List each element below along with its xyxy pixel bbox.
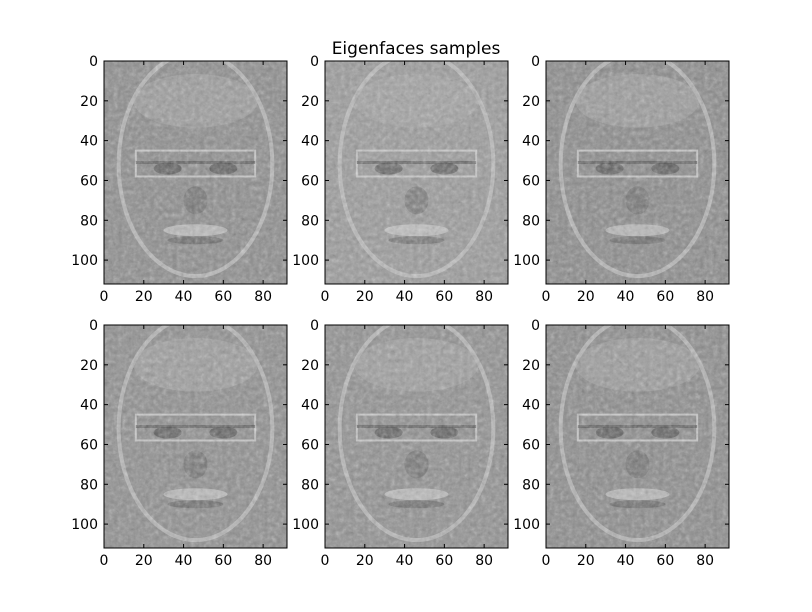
y-tick-label: 20 [522, 94, 540, 110]
y-tick-label: 100 [513, 517, 540, 533]
x-tick-label: 20 [577, 553, 595, 569]
x-tick-label: 40 [617, 289, 635, 305]
y-tick-label: 80 [522, 477, 540, 493]
eigenface-image [546, 325, 729, 548]
x-tick-label: 0 [321, 289, 330, 305]
axes-frame [103, 324, 288, 549]
eigenface-image [325, 325, 508, 548]
y-tick-label: 80 [301, 477, 319, 493]
y-tick-label: 0 [531, 54, 540, 70]
eigenface-panel-5: 0 20 40 60 80 0 20 40 60 80 100 [292, 318, 509, 569]
eigenface-panel-6: 0 20 40 60 80 0 20 40 60 80 100 [513, 318, 730, 569]
y-tick-label: 40 [301, 398, 319, 414]
eigenface-image [546, 61, 729, 284]
y-tick-label: 20 [522, 358, 540, 374]
x-tick-label: 20 [135, 289, 153, 305]
x-tick-label: 40 [396, 553, 414, 569]
eigenface-image [104, 325, 287, 548]
x-tick-label: 40 [617, 553, 635, 569]
x-tick-label: 0 [100, 289, 109, 305]
x-tick-label: 80 [696, 553, 714, 569]
eigenface-panels: 0 20 40 60 80 0 20 40 60 80 100 0 20 40 60 80 0 20 40 60 80 1… [71, 54, 730, 569]
x-tick-label: 20 [356, 553, 374, 569]
y-tick-label: 0 [310, 318, 319, 334]
axes-frame [324, 324, 509, 549]
eigenface-panel-1: 0 20 40 60 80 0 20 40 60 80 100 [71, 54, 288, 305]
y-tick-label: 0 [89, 318, 98, 334]
y-tick-label: 100 [292, 517, 319, 533]
y-tick-label: 40 [301, 134, 319, 150]
y-tick-label: 20 [80, 358, 98, 374]
y-tick-label: 40 [80, 134, 98, 150]
x-tick-label: 20 [356, 289, 374, 305]
y-tick-label: 20 [80, 94, 98, 110]
y-tick-label: 80 [522, 213, 540, 229]
x-tick-label: 0 [321, 553, 330, 569]
y-tick-label: 40 [522, 134, 540, 150]
y-tick-label: 40 [522, 398, 540, 414]
x-tick-label: 80 [254, 289, 272, 305]
y-tick-label: 60 [80, 173, 98, 189]
y-tick-label: 100 [292, 253, 319, 269]
x-tick-label: 60 [656, 289, 674, 305]
y-tick-label: 0 [89, 54, 98, 70]
x-tick-label: 40 [175, 553, 193, 569]
y-tick-label: 0 [310, 54, 319, 70]
y-tick-label: 60 [301, 173, 319, 189]
y-tick-label: 80 [80, 477, 98, 493]
x-tick-label: 0 [100, 553, 109, 569]
x-tick-label: 80 [475, 289, 493, 305]
y-tick-label: 80 [301, 213, 319, 229]
eigenface-image [104, 61, 287, 284]
y-tick-label: 20 [301, 358, 319, 374]
eigenface-image [325, 61, 508, 284]
x-tick-label: 60 [435, 289, 453, 305]
x-tick-label: 80 [696, 289, 714, 305]
axes-frame [545, 324, 730, 549]
x-tick-label: 40 [396, 289, 414, 305]
eigenface-panel-3: 0 20 40 60 80 0 20 40 60 80 100 [513, 54, 730, 305]
y-tick-label: 100 [513, 253, 540, 269]
x-tick-label: 60 [656, 553, 674, 569]
axes-frame [545, 60, 730, 285]
x-tick-label: 60 [435, 553, 453, 569]
x-tick-label: 80 [475, 553, 493, 569]
y-tick-label: 60 [522, 437, 540, 453]
figure-title: Eigenfaces samples [332, 39, 501, 59]
x-tick-label: 0 [542, 553, 551, 569]
y-tick-label: 60 [301, 437, 319, 453]
x-tick-label: 80 [254, 553, 272, 569]
axes-frame [103, 60, 288, 285]
y-tick-label: 100 [71, 253, 98, 269]
axes-frame [324, 60, 509, 285]
x-tick-label: 20 [135, 553, 153, 569]
x-tick-label: 20 [577, 289, 595, 305]
y-tick-label: 60 [80, 437, 98, 453]
y-tick-label: 40 [80, 398, 98, 414]
x-tick-label: 60 [214, 289, 232, 305]
eigenface-panel-4: 0 20 40 60 80 0 20 40 60 80 100 [71, 318, 288, 569]
y-tick-label: 20 [301, 94, 319, 110]
y-tick-label: 60 [522, 173, 540, 189]
eigenface-panel-2: 0 20 40 60 80 0 20 40 60 80 100 [292, 54, 509, 305]
y-tick-label: 100 [71, 517, 98, 533]
x-tick-label: 60 [214, 553, 232, 569]
y-tick-label: 80 [80, 213, 98, 229]
x-tick-label: 40 [175, 289, 193, 305]
x-tick-label: 0 [542, 289, 551, 305]
y-tick-label: 0 [531, 318, 540, 334]
